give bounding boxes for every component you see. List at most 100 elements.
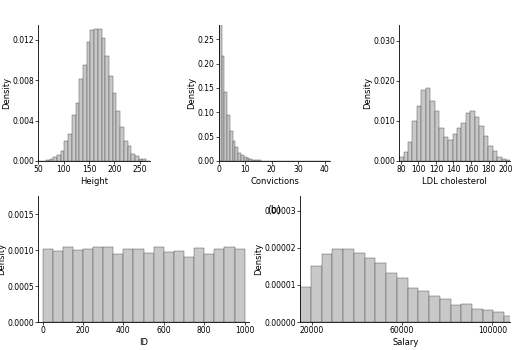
X-axis label: Salary: Salary: [392, 338, 419, 347]
Bar: [417, 106, 421, 161]
Bar: [143, 160, 146, 161]
Bar: [322, 254, 332, 322]
Bar: [174, 251, 184, 322]
Bar: [397, 278, 408, 322]
Bar: [258, 160, 261, 161]
Bar: [233, 141, 235, 161]
Bar: [343, 249, 354, 322]
Y-axis label: Density: Density: [363, 77, 372, 109]
Bar: [230, 131, 233, 161]
Bar: [247, 159, 249, 161]
Bar: [227, 115, 230, 161]
Bar: [404, 152, 408, 161]
Bar: [255, 160, 258, 161]
Bar: [184, 257, 194, 322]
Bar: [68, 134, 72, 161]
Bar: [494, 312, 504, 322]
Bar: [475, 117, 479, 161]
Bar: [439, 127, 444, 161]
Bar: [483, 310, 494, 322]
Bar: [249, 159, 252, 161]
Bar: [113, 254, 123, 322]
Bar: [238, 153, 241, 161]
Bar: [80, 79, 83, 161]
Bar: [472, 309, 483, 322]
Bar: [311, 266, 322, 322]
Bar: [103, 247, 113, 322]
Bar: [65, 141, 68, 161]
Bar: [452, 134, 457, 161]
Bar: [53, 251, 63, 322]
Bar: [83, 249, 93, 322]
Bar: [90, 30, 94, 161]
Bar: [105, 56, 109, 161]
Bar: [234, 249, 245, 322]
Bar: [408, 288, 418, 322]
Bar: [235, 147, 238, 161]
Bar: [429, 296, 440, 322]
Y-axis label: Density: Density: [0, 243, 6, 275]
Bar: [488, 146, 492, 161]
Bar: [98, 29, 102, 161]
Y-axis label: Density: Density: [254, 243, 263, 275]
Bar: [109, 76, 113, 161]
Y-axis label: Density: Density: [2, 77, 11, 109]
Bar: [484, 136, 488, 161]
Bar: [222, 56, 224, 161]
Bar: [444, 137, 448, 161]
Bar: [93, 247, 103, 322]
Bar: [252, 160, 255, 161]
Bar: [466, 113, 470, 161]
Bar: [144, 253, 154, 322]
Bar: [408, 141, 412, 161]
Bar: [224, 92, 227, 161]
Bar: [479, 126, 484, 161]
Bar: [124, 141, 128, 161]
Bar: [139, 159, 143, 161]
Bar: [492, 151, 497, 161]
Bar: [457, 128, 462, 161]
Bar: [399, 157, 404, 161]
Bar: [219, 7, 222, 161]
Bar: [46, 160, 50, 161]
Bar: [72, 116, 75, 161]
Y-axis label: Density: Density: [187, 77, 196, 109]
Bar: [497, 157, 502, 161]
Bar: [194, 248, 204, 322]
Bar: [462, 123, 466, 161]
Bar: [123, 250, 133, 322]
Bar: [412, 121, 417, 161]
Bar: [102, 38, 105, 161]
Bar: [87, 42, 90, 161]
Bar: [164, 252, 174, 322]
Bar: [300, 287, 311, 322]
X-axis label: LDL cholesterol: LDL cholesterol: [422, 177, 487, 186]
Bar: [154, 247, 164, 322]
Bar: [426, 89, 430, 161]
Bar: [214, 250, 224, 322]
Bar: [461, 304, 472, 322]
Bar: [332, 249, 343, 322]
X-axis label: ID: ID: [139, 338, 148, 347]
Bar: [63, 247, 73, 322]
Bar: [50, 159, 53, 161]
Bar: [57, 155, 61, 161]
Bar: [83, 65, 87, 161]
Bar: [53, 157, 57, 161]
Bar: [241, 155, 244, 161]
Bar: [224, 247, 234, 322]
Bar: [94, 29, 98, 161]
Bar: [128, 146, 131, 161]
Bar: [470, 111, 475, 161]
Bar: [75, 103, 80, 161]
Bar: [504, 316, 513, 322]
Bar: [450, 305, 461, 322]
Bar: [204, 254, 214, 322]
Bar: [120, 127, 124, 161]
Bar: [43, 249, 53, 322]
Bar: [61, 151, 65, 161]
Bar: [131, 154, 135, 161]
Bar: [421, 90, 426, 161]
Bar: [135, 156, 139, 161]
Bar: [506, 160, 510, 161]
